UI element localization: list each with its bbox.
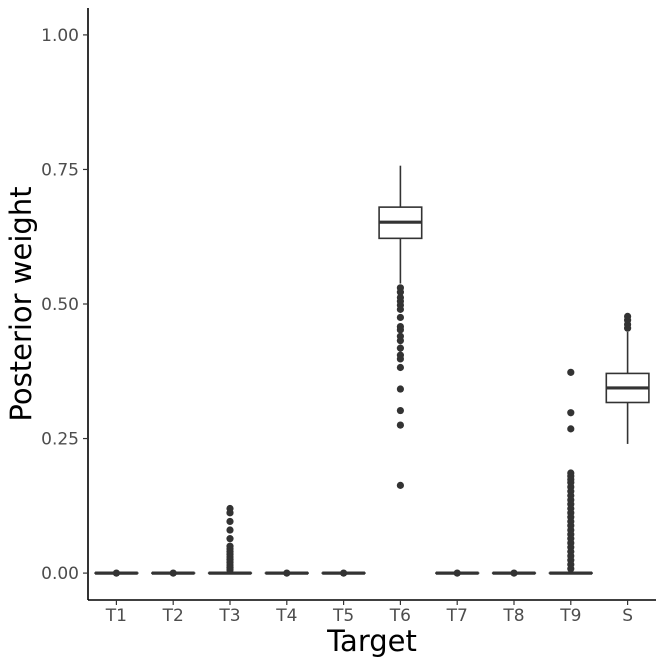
x-axis-ticks: T1 T2 T3 T4 T5 T6 T7 T8 T9 S [105,600,633,626]
outlier-point [396,288,404,296]
y-tick-label: 0.25 [41,430,79,450]
x-tick-label: S [622,606,633,626]
outlier-point [226,517,234,526]
outlier-point [510,569,518,577]
outlier-point [396,481,404,489]
outlier-point [567,368,575,376]
x-tick-label: T9 [559,606,581,626]
outlier-point [226,526,234,534]
y-axis-ticks: 0.00 0.25 0.50 0.75 1.00 [41,26,88,584]
outlier-point [396,305,404,313]
outlier-point [396,421,404,429]
x-tick-label: T8 [502,606,524,626]
plot-area [94,165,650,577]
x-tick-label: T1 [105,606,127,626]
outlier-point [283,569,291,577]
outlier-point [567,409,575,417]
x-tick-label: T2 [162,606,184,626]
box-t8 [491,569,537,577]
outlier-point [567,425,575,433]
outlier-point [396,313,404,322]
box-s [605,312,650,444]
outlier-point [226,509,234,517]
x-tick-label: T3 [218,606,240,626]
y-tick-label: 1.00 [41,26,79,46]
x-tick-label: T6 [389,606,411,626]
x-axis-title: Target [326,624,417,658]
outlier-point [396,406,404,415]
outlier-point [396,385,404,393]
outlier-point [453,569,461,577]
box-t7 [435,569,480,577]
outlier-point [340,569,348,577]
y-tick-label: 0.00 [41,564,79,584]
outlier-point [169,569,177,577]
box-t9 [548,368,593,575]
x-tick-label: T7 [446,606,468,626]
box-t5 [321,569,366,577]
outlier-point [226,535,234,543]
y-axis-title: Posterior weight [4,186,38,421]
box-t6 [378,165,423,489]
outlier-point [396,363,404,372]
outlier-point [396,344,404,352]
box-t2 [151,569,196,577]
x-tick-label: T4 [275,606,297,626]
outlier-point [112,569,120,577]
box-t1 [94,569,139,577]
outlier-point [226,566,234,574]
y-tick-label: 0.75 [41,160,79,180]
outlier-point [396,355,404,363]
outlier-point [624,312,632,320]
outlier-point [396,326,404,334]
y-tick-label: 0.50 [41,295,79,315]
box-t3 [207,504,253,575]
outlier-point [396,336,404,345]
box-t4 [264,569,309,577]
x-tick-label: T5 [332,606,354,626]
outlier-point [567,565,575,573]
